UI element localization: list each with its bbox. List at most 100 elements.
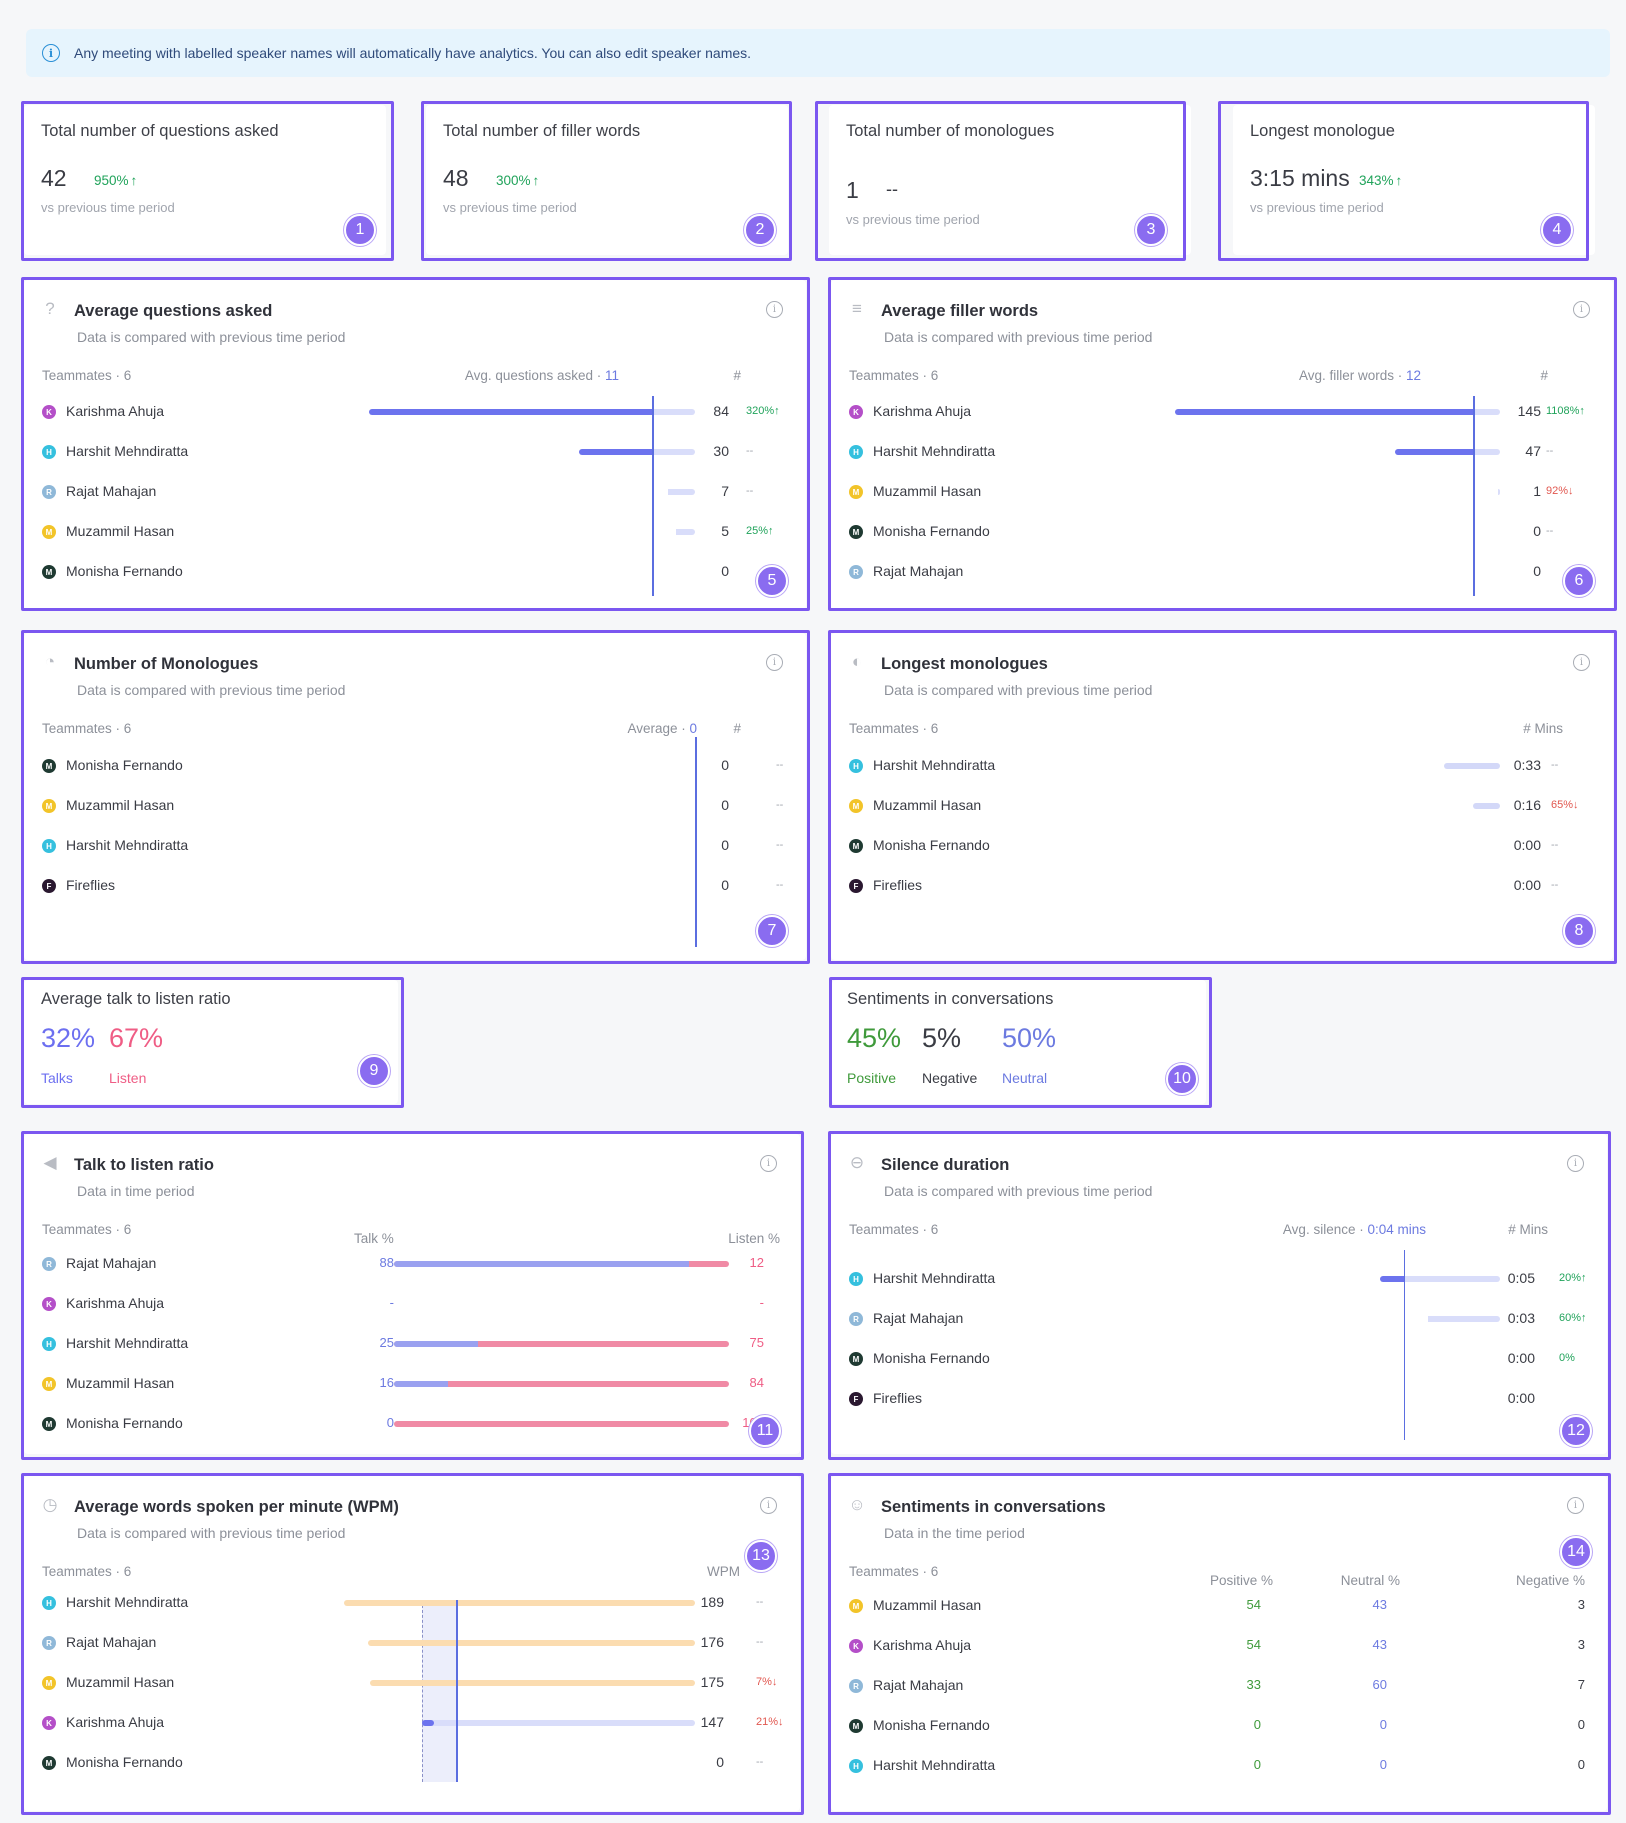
table-row[interactable]: M Monisha Fernando 0 -- (24, 1751, 800, 1775)
rows-viewport[interactable]: K Karishma Ahuja 84 320%↑ H Harshit Mehndirat… (24, 390, 806, 598)
teammate-name: Rajat Mahajan (66, 1255, 157, 1271)
badge-4: 4 (1541, 214, 1573, 246)
table-row[interactable]: R Rajat Mahajan 0 (831, 560, 1613, 584)
neutral-column-header: Neutral % (1340, 1573, 1400, 1588)
table-row[interactable]: M Monisha Fernando 0 (24, 560, 806, 584)
table-row[interactable]: H Harshit Mehndiratta 30 -- (24, 440, 806, 464)
sentiments-summary-title: Sentiments in conversations (847, 990, 1054, 1008)
bar-track (422, 1720, 695, 1726)
stat-title: Longest monologue (1250, 122, 1395, 140)
average-header: Avg. filler words · 12 (1299, 368, 1421, 383)
teammate-name: Harshit Mehndiratta (66, 443, 189, 459)
rows-viewport[interactable]: H Harshit Mehndiratta 189 -- R Rajat Mahajan 1… (24, 1591, 800, 1783)
badge-6: 6 (1563, 565, 1595, 597)
panel-title: Number of Monologues (74, 655, 259, 673)
highlight-box-13 (21, 1473, 804, 1815)
negative-column-header: Negative % (1515, 1573, 1585, 1588)
rows-viewport[interactable]: R Rajat Mahajan 88 12 K Karishma Ahuja - - H Hars… (24, 1252, 800, 1447)
table-row[interactable]: M Monisha Fernando 0 -- (24, 754, 806, 778)
rows-viewport[interactable]: K Karishma Ahuja 145 1108%↑ H Harshit Mehndir… (831, 390, 1613, 598)
table-row[interactable]: M Monisha Fernando 0:00 -- (831, 834, 1613, 858)
value: 0 (721, 563, 729, 579)
teammates-count: Teammates · 6 (849, 1564, 939, 1579)
teammate-name: Monisha Fernando (66, 563, 183, 579)
table-row[interactable]: M Muzammil Hasan 0 -- (24, 794, 806, 818)
info-icon[interactable]: i (760, 1497, 777, 1514)
panel-title: Average filler words (881, 302, 1039, 320)
average-value: 0:04 mins (1367, 1222, 1426, 1237)
stat-card-1: Total number of questions asked 42 950% ↑ vs… (24, 105, 386, 255)
panel-title: Silence duration (881, 1156, 1010, 1174)
table-row[interactable]: H Harshit Mehndiratta 0 0 0 (831, 1754, 1607, 1778)
info-icon[interactable]: i (766, 654, 783, 671)
rows-viewport[interactable]: M Muzammil Hasan 54 43 3 K Karishma Ahuja 54 43 3… (831, 1594, 1607, 1780)
teammate-name: Muzammil Hasan (66, 1375, 175, 1391)
average-band (422, 1600, 456, 1782)
table-row[interactable]: M Muzammil Hasan 16 84 (24, 1372, 800, 1396)
table-row[interactable]: H Harshit Mehndiratta 47 -- (831, 440, 1613, 464)
info-icon[interactable]: i (760, 1155, 777, 1172)
bar-fill (1394, 449, 1474, 455)
table-row[interactable]: K Karishma Ahuja 145 1108%↑ (831, 400, 1613, 424)
table-row[interactable]: M Monisha Fernando 0:00 0% (831, 1347, 1607, 1371)
table-row[interactable]: K Karishma Ahuja 84 320%↑ (24, 400, 806, 424)
table-row[interactable]: R Rajat Mahajan 7 -- (24, 480, 806, 504)
table-row[interactable]: H Harshit Mehndiratta 189 -- (24, 1591, 800, 1615)
stat-value: 42 (41, 165, 67, 191)
table-row[interactable]: H Harshit Mehndiratta 0:33 -- (831, 754, 1613, 778)
table-row[interactable]: K Karishma Ahuja 147 21%↓ (24, 1711, 800, 1735)
bar-fill (370, 1680, 695, 1686)
table-row[interactable]: M Muzammil Hasan 1 92%↓ (831, 480, 1613, 504)
info-icon[interactable]: i (1573, 301, 1590, 318)
value: 30 (713, 443, 729, 459)
info-icon[interactable]: i (766, 301, 783, 318)
table-row[interactable]: R Rajat Mahajan 88 12 (24, 1252, 800, 1276)
change: -- (776, 839, 784, 851)
value: 5 (721, 523, 729, 539)
table-row[interactable]: F Fireflies 0:00 -- (831, 874, 1613, 898)
teammate-name: Fireflies (873, 877, 923, 893)
change: 65%↓ (1551, 799, 1579, 811)
info-icon[interactable]: i (1573, 654, 1590, 671)
negative-value: 3 (1577, 1637, 1585, 1652)
table-row[interactable]: R Rajat Mahajan 33 60 7 (831, 1674, 1607, 1698)
info-icon[interactable]: i (1567, 1155, 1584, 1172)
wpm-panel: ◷ Average words spoken per minute (WPM) Da… (24, 1476, 800, 1811)
teammate-name: Muzammil Hasan (66, 1674, 175, 1690)
panel-title: Talk to listen ratio (74, 1156, 214, 1174)
info-icon[interactable]: i (1567, 1497, 1584, 1514)
table-row[interactable]: M Muzammil Hasan 175 7%↓ (24, 1671, 800, 1695)
stat-card-4: Longest monologue 3:15 mins 343% ↑ vs previo… (1233, 105, 1595, 255)
avatar: H (849, 445, 863, 459)
table-row[interactable]: F Fireflies 0 -- (24, 874, 806, 898)
table-row[interactable]: F Fireflies 0:00 (831, 1387, 1607, 1411)
table-row[interactable]: H Harshit Mehndiratta 0 -- (24, 834, 806, 858)
avatar: K (42, 405, 56, 419)
table-row[interactable]: M Muzammil Hasan 5 25%↑ (24, 520, 806, 544)
avatar: M (42, 799, 56, 813)
avatar: M (849, 485, 863, 499)
listen-bar (394, 1421, 729, 1427)
table-row[interactable]: M Muzammil Hasan 54 43 3 (831, 1594, 1607, 1618)
longest-panel: ◐ Longest monologues Data is compared with… (831, 633, 1613, 960)
table-row[interactable]: R Rajat Mahajan 176 -- (24, 1631, 800, 1655)
table-row[interactable]: R Rajat Mahajan 0:03 60%↑ (831, 1307, 1607, 1331)
average-header: Avg. silence · 0:04 mins (1283, 1222, 1426, 1237)
teammate-name: Harshit Mehndiratta (873, 1270, 996, 1286)
table-row[interactable]: H Harshit Mehndiratta 25 75 (24, 1332, 800, 1356)
positive-label: Positive (847, 1070, 897, 1086)
table-row[interactable]: M Monisha Fernando 0 0 0 (831, 1714, 1607, 1738)
bar-fill (368, 1640, 695, 1646)
change: -- (1546, 525, 1554, 537)
panel-title: Sentiments in conversations (881, 1498, 1106, 1516)
table-row[interactable]: H Harshit Mehndiratta 0:05 20%↑ (831, 1267, 1607, 1291)
change: -- (1546, 445, 1554, 457)
table-row[interactable]: M Monisha Fernando 0 -- (831, 520, 1613, 544)
table-row[interactable]: K Karishma Ahuja - - (24, 1292, 800, 1316)
table-row[interactable]: M Muzammil Hasan 0:16 65%↓ (831, 794, 1613, 818)
table-row[interactable]: K Karishma Ahuja 54 43 3 (831, 1634, 1607, 1658)
teammates-count: Teammates · 6 (42, 721, 132, 736)
